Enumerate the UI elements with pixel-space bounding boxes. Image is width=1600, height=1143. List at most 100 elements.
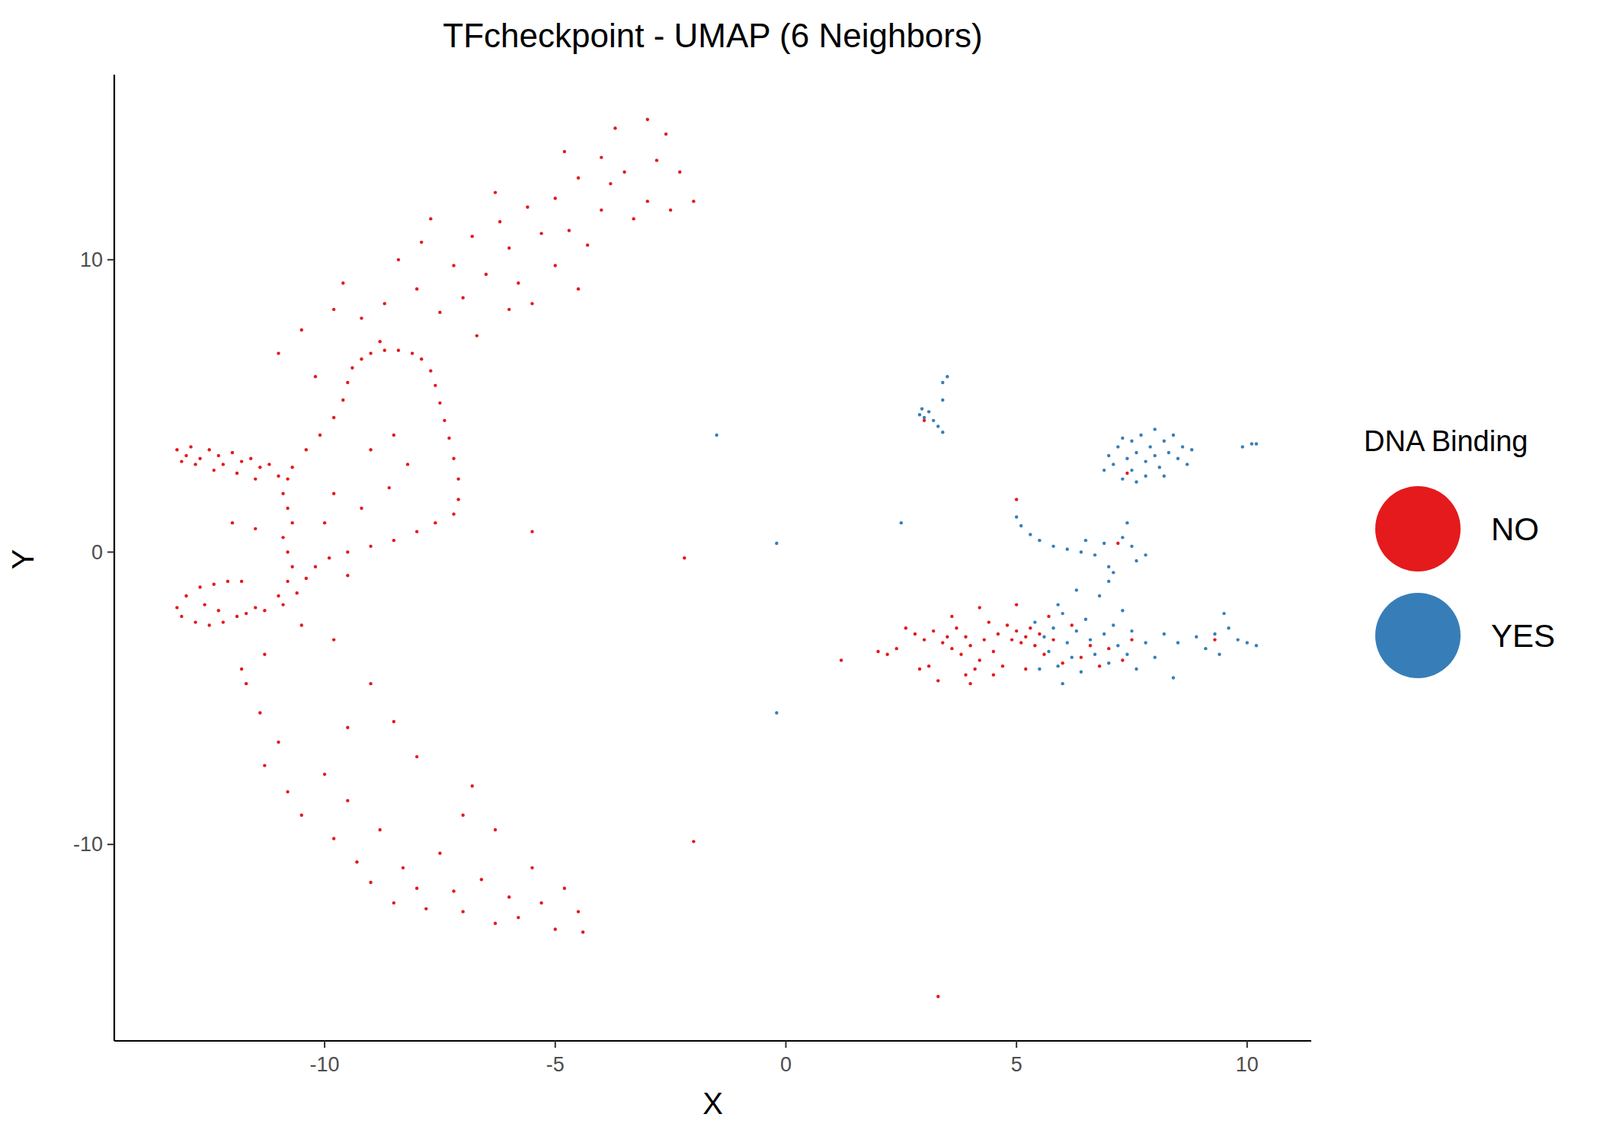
point <box>1107 565 1111 569</box>
point <box>1143 553 1147 557</box>
point <box>470 234 474 238</box>
point <box>285 476 289 480</box>
point <box>433 384 437 388</box>
point <box>332 416 336 420</box>
point <box>1217 652 1221 656</box>
point <box>1111 623 1115 627</box>
point <box>553 196 557 200</box>
point <box>281 602 285 606</box>
x-tick <box>554 1040 557 1048</box>
point <box>460 296 464 300</box>
x-tick-label: 10 <box>1235 1052 1259 1076</box>
point <box>240 667 244 671</box>
point <box>193 462 197 466</box>
point <box>281 535 285 539</box>
point <box>1139 433 1143 437</box>
x-axis-label: X <box>702 1086 724 1120</box>
point <box>774 710 778 714</box>
point <box>1111 462 1115 466</box>
point <box>922 637 926 641</box>
point <box>1162 474 1166 478</box>
point <box>1060 611 1064 615</box>
point <box>1102 468 1106 472</box>
point <box>1194 635 1198 639</box>
point <box>1060 661 1064 665</box>
point <box>179 614 183 618</box>
y-axis-line <box>113 74 116 1041</box>
point <box>1176 457 1180 461</box>
point <box>451 457 455 461</box>
point <box>1116 643 1120 647</box>
x-axis-line <box>114 1040 1312 1042</box>
point <box>212 582 216 586</box>
point <box>1143 474 1147 478</box>
point <box>188 444 192 448</box>
point <box>936 678 940 682</box>
point <box>996 632 1000 636</box>
point <box>253 476 257 480</box>
point <box>383 301 387 305</box>
point <box>1176 640 1180 644</box>
point <box>258 710 262 714</box>
point <box>646 118 650 122</box>
point <box>918 667 922 671</box>
x-tick-label: 0 <box>780 1052 792 1076</box>
point <box>585 243 589 247</box>
point <box>940 398 944 402</box>
point <box>895 646 899 650</box>
point <box>1102 541 1106 545</box>
point <box>1116 444 1120 448</box>
point <box>1120 436 1124 440</box>
point <box>313 374 317 378</box>
point <box>392 720 396 724</box>
point <box>1171 433 1175 437</box>
point <box>345 573 349 577</box>
point <box>1033 620 1037 624</box>
legend-label: YES <box>1491 617 1556 654</box>
point <box>300 623 304 627</box>
point <box>323 772 327 776</box>
point <box>507 246 511 250</box>
point <box>1148 444 1152 448</box>
point <box>539 901 543 905</box>
point <box>1037 538 1041 542</box>
point <box>323 521 327 525</box>
point <box>1079 550 1083 554</box>
point <box>396 258 400 262</box>
point <box>258 465 262 469</box>
point <box>1102 632 1106 636</box>
point <box>179 459 183 463</box>
point <box>1111 570 1115 574</box>
point <box>940 640 944 644</box>
legend-swatch <box>1375 592 1461 679</box>
point <box>1093 652 1097 656</box>
point <box>945 374 949 378</box>
legend-title: DNA Binding <box>1363 425 1528 458</box>
point <box>240 459 244 463</box>
point <box>447 436 451 440</box>
point <box>1120 608 1124 612</box>
point <box>1088 643 1092 647</box>
point <box>368 351 372 355</box>
point <box>1056 602 1060 606</box>
point <box>1051 637 1055 641</box>
point <box>1005 623 1009 627</box>
point <box>1180 444 1184 448</box>
point <box>1084 617 1088 621</box>
point <box>345 798 349 802</box>
point <box>396 348 400 352</box>
point <box>646 199 650 203</box>
point <box>936 424 940 428</box>
point <box>927 409 931 413</box>
point <box>1065 547 1069 551</box>
point <box>1001 664 1005 668</box>
point <box>876 649 880 653</box>
point <box>936 994 940 998</box>
point <box>290 565 294 569</box>
point <box>691 199 695 203</box>
point <box>235 471 239 475</box>
point <box>442 419 446 423</box>
point <box>341 281 345 285</box>
point <box>428 368 432 372</box>
point <box>415 886 419 890</box>
